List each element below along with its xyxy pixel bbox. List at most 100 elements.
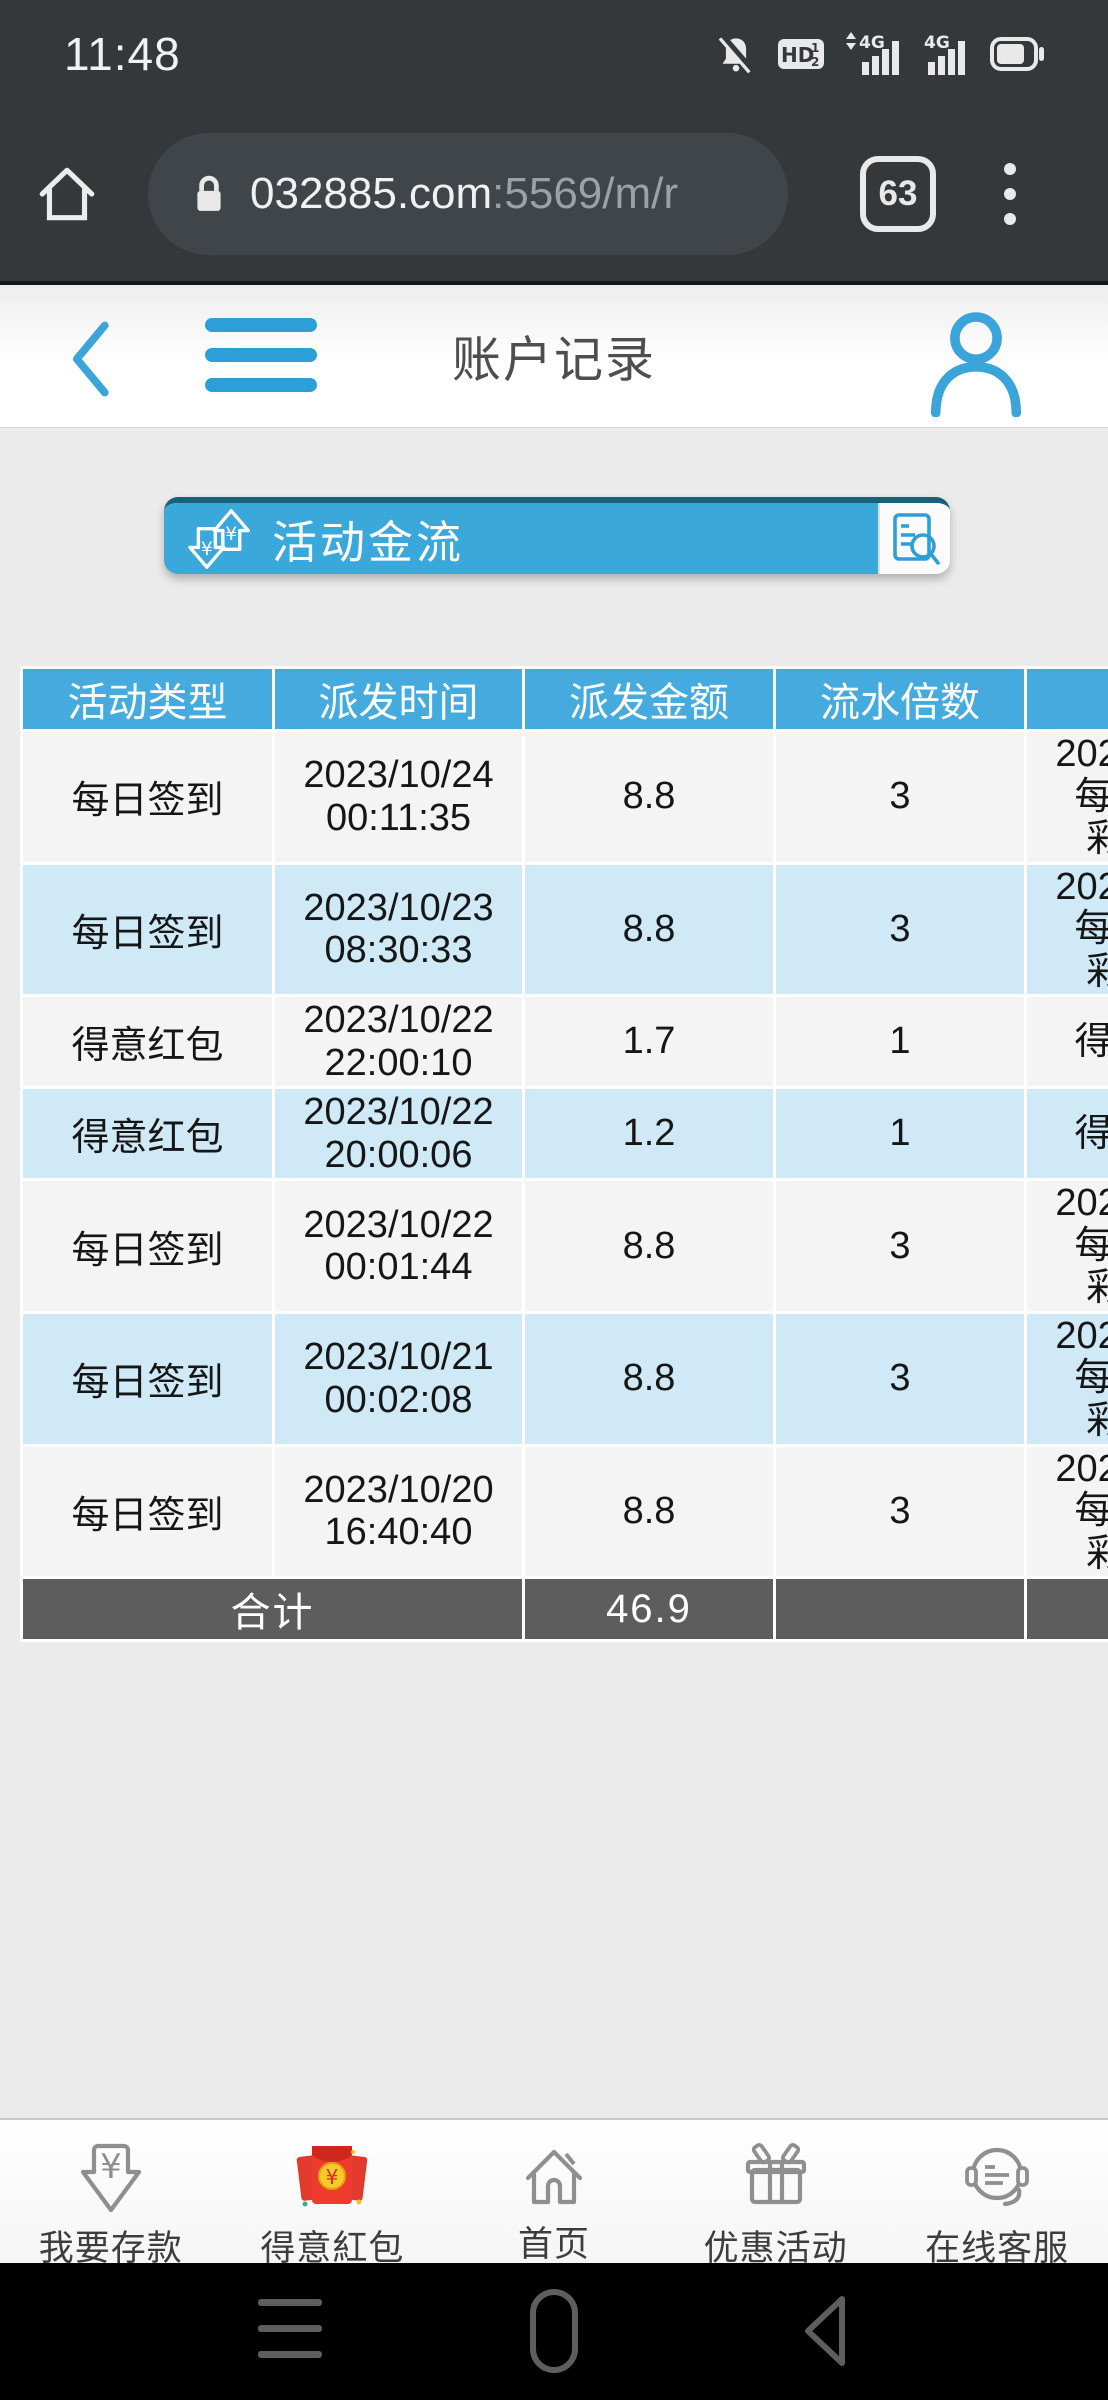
cell-dispatch-time: 2023/10/21 00:02:08 [272,1310,525,1447]
table-row: 每日签到 2023/10/22 00:01:44 8.8 3 2023/10/2… [20,1178,1108,1314]
cell-detail: 得意红包 [1024,1086,1108,1182]
nav-label: 在线客服 [925,2229,1070,2268]
customer-service-icon [959,2140,1035,2216]
cell-dispatch-time: 2023/10/22 20:00:06 [272,1086,525,1182]
cell-dispatch-time: 2023/10/20 16:40:40 [272,1443,525,1580]
table-row: 每日签到 2023/10/24 00:11:35 8.8 3 2023/10/2… [20,729,1108,865]
status-icons: HD 1 2 4G 4G [714,30,1046,78]
page-content: ¥ ¥ 活动金流 [0,428,1108,2118]
cell-turnover-multiple: 3 [773,729,1027,865]
menu-icon[interactable] [205,318,317,392]
cell-dispatch-amount: 8.8 [522,1443,776,1580]
cell-activity-type: 得意红包 [20,1086,275,1182]
table-header-row: 活动类型 派发时间 派发金额 流水倍数 [20,666,1108,732]
table-row: 每日签到 2023/10/23 08:30:33 8.8 3 2023/10/2… [20,861,1108,998]
table-row: 每日签到 2023/10/20 16:40:40 8.8 3 2023/10/2… [20,1443,1108,1580]
nav-item-red-packet[interactable]: ¥ 得意紅包 [222,2120,444,2268]
col-activity-type: 活动类型 [20,666,275,732]
cell-dispatch-amount: 1.2 [522,1086,776,1182]
svg-text:¥: ¥ [201,538,213,559]
cell-detail: 2023/10/24 每日签到 彩金8.8 [1024,729,1108,865]
cell-dispatch-amount: 8.8 [522,861,776,998]
banner-label: 活动金流 [272,517,465,568]
svg-text:¥: ¥ [326,2165,339,2189]
4g-signal-icon: 4G [924,33,965,75]
cell-turnover-multiple: 3 [773,861,1027,998]
app-header: 账户记录 [0,281,1108,428]
status-bar: 11:48 HD 1 2 4G [0,0,1108,107]
hd-dual-sim-icon: HD 1 2 [778,38,824,69]
tab-count: 63 [878,174,918,213]
cell-activity-type: 每日签到 [20,729,275,865]
nav-label: 首页 [517,2225,590,2264]
cell-dispatch-time: 2023/10/23 08:30:33 [272,861,525,998]
table-row: 得意红包 2023/10/22 22:00:10 1.7 1 得意红包 [20,994,1108,1090]
cell-dispatch-time: 2023/10/24 00:11:35 [272,729,525,865]
tab-switcher-button[interactable]: 63 [860,156,936,232]
deposit-arrow-icon: ¥ [76,2140,146,2216]
cell-activity-type: 每日签到 [20,1310,275,1447]
cell-activity-type: 每日签到 [20,861,275,998]
nav-item-home[interactable]: 首页 [443,2120,665,2264]
cell-detail: 2023/10/22 每日签到 彩金8.8 [1024,1178,1108,1314]
total-empty-detail [1024,1576,1108,1643]
profile-icon[interactable] [930,309,1022,417]
url-path: :5569/m/r [492,169,679,218]
record-search-button[interactable] [878,503,950,574]
android-nav-bar [0,2263,1108,2400]
col-detail [1024,666,1108,732]
url-domain: 032885.com [250,169,493,218]
records-table: 活动类型 派发时间 派发金额 流水倍数 每日签到 2023/10/24 00:1… [20,666,1108,1643]
gift-icon [739,2140,813,2216]
recents-menu-icon[interactable] [258,2299,322,2358]
total-label: 合计 [20,1576,525,1643]
cell-turnover-multiple: 3 [773,1443,1027,1580]
back-icon[interactable] [60,317,130,401]
table-row: 每日签到 2023/10/21 00:02:08 8.8 3 2023/10/2… [20,1310,1108,1447]
cell-turnover-multiple: 3 [773,1178,1027,1314]
col-turnover-multiple: 流水倍数 [773,666,1027,732]
cell-dispatch-time: 2023/10/22 00:01:44 [272,1178,525,1314]
nav-item-promotions[interactable]: 优惠活动 [665,2120,887,2268]
total-empty-multiplier [773,1576,1027,1643]
nav-item-deposit[interactable]: ¥ 我要存款 [0,2120,222,2268]
browser-home-icon[interactable] [34,161,100,227]
cell-activity-type: 得意红包 [20,994,275,1090]
home-pill-icon[interactable] [530,2289,578,2373]
records-table-wrap: 活动类型 派发时间 派发金额 流水倍数 每日签到 2023/10/24 00:1… [20,666,1108,1643]
browser-toolbar: 032885.com:5569/m/r 63 [0,107,1108,281]
nav-label: 得意紅包 [260,2229,405,2268]
cell-dispatch-time: 2023/10/22 22:00:10 [272,994,525,1090]
table-total-row: 合计 46.9 [20,1576,1108,1643]
nav-item-customer-service[interactable]: 在线客服 [886,2120,1108,2268]
col-dispatch-time: 派发时间 [272,666,525,732]
cell-dispatch-amount: 8.8 [522,1310,776,1447]
battery-icon [990,36,1044,71]
cell-detail: 2023/10/20 每日签到 彩金8.8 [1024,1443,1108,1580]
red-packet-icon: ¥ [293,2140,371,2216]
url-bar[interactable]: 032885.com:5569/m/r [148,133,788,255]
search-records-icon [893,512,940,565]
activity-flow-banner[interactable]: ¥ ¥ 活动金流 [164,497,950,574]
cell-dispatch-amount: 8.8 [522,729,776,865]
cell-detail: 2023/10/23 每日签到 彩金8.8 [1024,861,1108,998]
clock: 11:48 [64,27,181,80]
browser-menu-button[interactable] [994,153,1026,235]
android-back-icon[interactable] [798,2291,854,2371]
table-row: 得意红包 2023/10/22 20:00:06 1.2 1 得意红包 [20,1086,1108,1182]
notifications-off-icon [718,33,755,73]
col-dispatch-amount: 派发金额 [522,666,776,732]
svg-text:2: 2 [811,55,819,69]
cell-dispatch-amount: 1.7 [522,994,776,1090]
cell-turnover-multiple: 1 [773,1086,1027,1182]
cell-dispatch-amount: 8.8 [522,1178,776,1314]
svg-text:HD: HD [781,43,814,67]
svg-text:¥: ¥ [100,2147,122,2187]
total-amount: 46.9 [522,1576,776,1643]
svg-text:¥: ¥ [225,523,237,544]
url-fade [693,133,788,255]
url-text: 032885.com:5569/m/r [250,169,678,219]
activity-flow-button[interactable]: ¥ ¥ 活动金流 [164,503,878,574]
lock-icon [197,175,221,211]
